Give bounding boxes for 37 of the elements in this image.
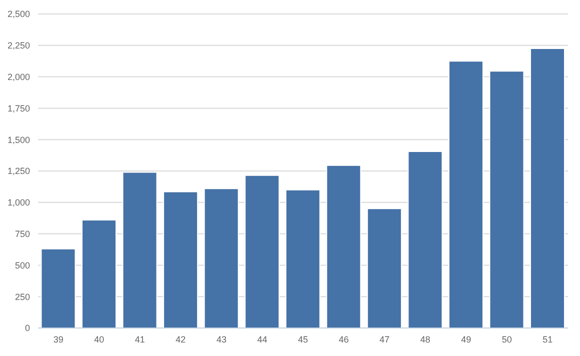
y-tick-label: 1,000 xyxy=(7,198,30,208)
x-tick-label: 48 xyxy=(420,334,430,344)
bar xyxy=(285,189,320,328)
y-tick-label: 1,750 xyxy=(7,103,30,114)
bar xyxy=(244,174,280,328)
x-tick-label: 46 xyxy=(338,334,349,344)
x-tick-label: 44 xyxy=(257,334,268,344)
x-tick-label: 45 xyxy=(298,334,308,344)
y-tick-label: 1,250 xyxy=(7,166,30,176)
bar xyxy=(326,164,362,328)
x-tick-label: 43 xyxy=(216,334,226,344)
bar xyxy=(40,248,76,328)
x-tick-label: 39 xyxy=(53,334,64,344)
y-tick-label: 1,500 xyxy=(7,134,30,145)
y-tick-label: 2,000 xyxy=(7,72,30,82)
y-tick-label: 750 xyxy=(14,228,30,239)
bar xyxy=(366,208,402,328)
bar xyxy=(204,188,239,328)
bar xyxy=(122,172,158,328)
x-tick-label: 50 xyxy=(502,334,512,344)
y-tick-label: 2,250 xyxy=(7,40,30,51)
x-tick-label: 42 xyxy=(176,334,186,344)
x-tick-label: 49 xyxy=(461,334,472,344)
bar xyxy=(408,151,443,328)
bar xyxy=(82,219,117,328)
bar xyxy=(163,191,198,328)
bar xyxy=(448,60,484,328)
x-tick-label: 47 xyxy=(380,334,390,344)
x-tick-label: 41 xyxy=(134,334,145,344)
bar xyxy=(489,70,524,328)
x-tick-label: 51 xyxy=(542,334,553,344)
y-tick-label: 2,500 xyxy=(7,9,30,20)
y-tick-label: 0 xyxy=(24,323,30,334)
y-tick-label: 250 xyxy=(14,292,30,302)
bar xyxy=(530,48,565,328)
y-tick-label: 500 xyxy=(14,260,30,270)
x-tick-label: 40 xyxy=(94,334,104,344)
